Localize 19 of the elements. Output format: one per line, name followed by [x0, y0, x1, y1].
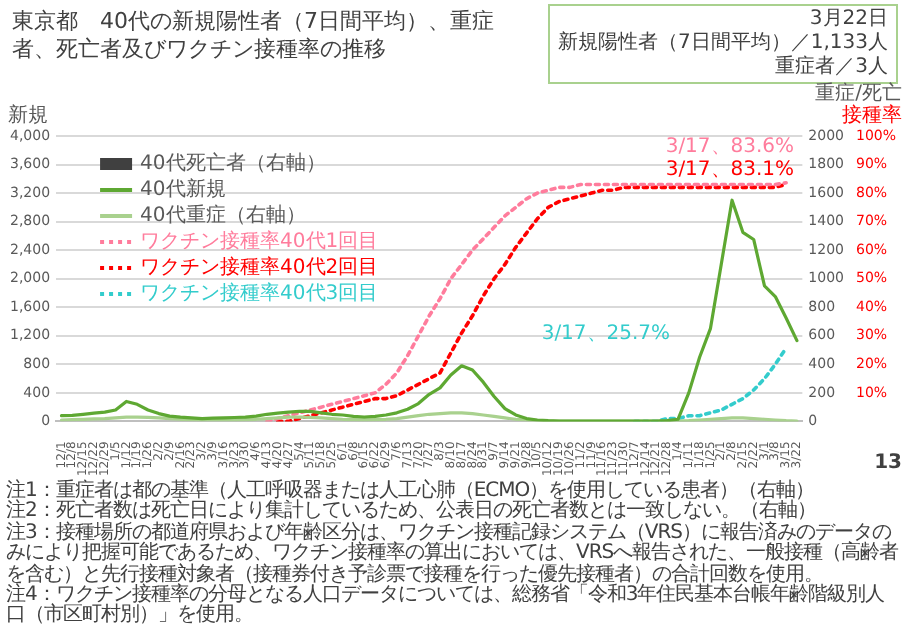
annotation: 3/17、83.6%: [665, 136, 795, 158]
text: 13: [874, 452, 902, 474]
legend-label: ワクチン接種率40代3回目: [140, 281, 379, 306]
legend-label: 40代重症（右軸）: [140, 203, 306, 228]
info-box: 3月22日 新規陽性者（7日間平均）／1,133人 重症者／3人: [548, 4, 898, 84]
annotation: 3/17、83.1%: [665, 159, 795, 182]
y-axis-title: 新規: [8, 103, 48, 128]
chart-title: 東京都 40代の新規陽性者（7日間平均）、重症者、死亡者及びワクチン接種率の推移: [12, 8, 496, 64]
legend-label: 40代死亡者（右軸）: [140, 151, 326, 176]
legend-label: ワクチン接種率40代2回目: [140, 255, 379, 280]
text: 注4：ワクチン接種率の分母となる人口データについては、総務省「令和3年住民基本台帳年齢階級別人口（市区町村別）」を使用。: [6, 584, 887, 628]
legend-label: ワクチン接種率40代1回目: [140, 229, 379, 254]
legend-label: 40代新規: [140, 177, 226, 202]
annotation: 3/17、25.7%: [541, 323, 671, 346]
y3-axis-title: 接種率: [842, 103, 902, 128]
y2-axis-title: 重症/死亡: [815, 81, 902, 106]
text: 注2：死亡者数は死亡日により集計しているため、公表日の死亡者数とは一致しない。（右軸）: [6, 500, 818, 523]
text: 注1：重症者は都の基準（人工呼吸器または人工心肺（ECMO）を使用している患者）（右軸）: [6, 480, 817, 502]
text: 注3：接種場所の都道府県および年齢区分は、ワクチン接種記録システム（VRS）に報告済みのデータのみにより把握可能であるため、ワクチン接種率の算出においては、VRSへ報告された、一般接種（高齢者を含む）と先行接種対象者（接種券付き予診票で接種を行った優先接種者）の合計回数を使用。: [6, 521, 901, 586]
